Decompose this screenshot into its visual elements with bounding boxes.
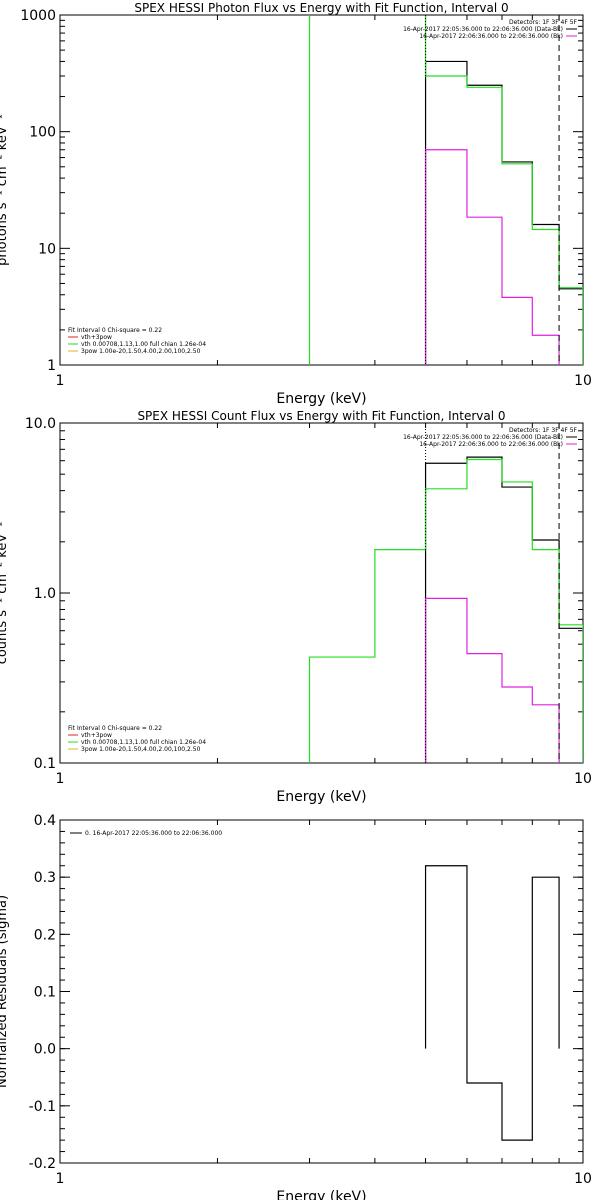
data-layer: [308, 423, 583, 763]
legend-entry: 16-Apr-2017 22:06:36.000 to 22:06:36.000…: [419, 33, 563, 40]
x-tick-label: 1: [56, 1171, 65, 1187]
x-tick-label: 1: [56, 373, 65, 389]
series-2-step-line: [424, 597, 560, 763]
fit-legend-entry: 3pow 1.00e-20,1.50,4.00,2.00,100,2.50: [81, 746, 201, 753]
fit-legend-header: Fit Interval 0 Chi-square = 0.22: [68, 725, 162, 732]
plot-frame: [59, 422, 584, 764]
y-axis-label: counts s⁻¹ cm⁻² keV⁻¹: [0, 522, 10, 665]
x-axis-label: Energy (keV): [276, 789, 366, 805]
series-2-step-line: [424, 149, 560, 365]
y-tick-label: -0.2: [29, 1156, 56, 1172]
x-tick-label: 10: [574, 373, 592, 389]
fit-legend-header: Fit Interval 0 Chi-square = 0.22: [68, 327, 162, 334]
fit-legend-entry: vth+3pow: [81, 334, 112, 341]
y-tick-label: 0.4: [34, 813, 56, 829]
series-1-step-line: [424, 60, 583, 365]
data-layer: [308, 15, 583, 365]
legend-entry: 0. 16-Apr-2017 22:05:36.000 to 22:06:36.…: [85, 830, 222, 837]
fit-legend-entry: vth 0.00708,1.13,1.00 full chian 1.26e-0…: [81, 739, 206, 746]
series-3-step-line: [308, 15, 583, 365]
y-tick-label: 10.0: [25, 416, 56, 432]
series-3-step-line: [308, 458, 583, 763]
chart-panel-2: 0.1 1.0 10.0 1 10 SPEX HESSI Count Flux vs En…: [0, 409, 592, 805]
x-tick-label: 10: [574, 771, 592, 787]
x-tick-label: 10: [574, 1171, 592, 1187]
series-1-step-line: [424, 865, 560, 1141]
x-tick-label: 1: [56, 771, 65, 787]
x-axis-label: Energy (keV): [276, 1189, 366, 1200]
y-tick-label: 0.3: [34, 870, 56, 886]
legend-entry: 16-Apr-2017 22:05:36.000 to 22:06:36.000…: [403, 26, 563, 33]
y-tick-label: 100: [29, 125, 56, 141]
y-axis-label: Normalized Residuals (sigma): [0, 895, 10, 1088]
legend-header: Detectors: 1F 3F 4F 5F: [509, 19, 578, 26]
data-layer: [424, 865, 560, 1141]
y-tick-label: 1000: [20, 8, 56, 24]
y-tick-label: 1: [47, 358, 56, 374]
x-axis-label: Energy (keV): [276, 391, 366, 407]
y-axis-label: photons s⁻¹ cm⁻² keV⁻¹: [0, 114, 10, 266]
chart-panel-1: 1 10 100 1000 1 10 SPEX HESSI Photon Flux vs E…: [0, 1, 592, 407]
series-1-step-line: [424, 456, 583, 763]
y-tick-label: -0.1: [29, 1099, 56, 1115]
legend-entry: 16-Apr-2017 22:05:36.000 to 22:06:36.000…: [403, 434, 563, 441]
y-tick-label: 0.1: [34, 985, 56, 1001]
fit-legend-entry: vth+3pow: [81, 732, 112, 739]
plot-frame: [59, 819, 584, 1164]
plot-frame: [59, 14, 584, 366]
legend-entry: 16-Apr-2017 22:06:36.000 to 22:06:36.000…: [419, 441, 563, 448]
y-tick-label: 0.2: [34, 927, 56, 943]
y-tick-label: 1.0: [34, 586, 56, 602]
chart-title: SPEX HESSI Count Flux vs Energy with Fit…: [137, 409, 505, 423]
y-tick-label: 10: [38, 241, 56, 257]
fit-legend-entry: vth 0.00708,1.13,1.00 full chian 1.26e-0…: [81, 341, 206, 348]
y-tick-label: 0.0: [34, 1042, 56, 1058]
fit-legend-entry: 3pow 1.00e-20,1.50,4.00,2.00,100,2.50: [81, 348, 201, 355]
legend-header: Detectors: 1F 3F 4F 5F: [509, 427, 578, 434]
y-tick-label: 0.1: [34, 756, 56, 772]
chart-title: SPEX HESSI Photon Flux vs Energy with Fi…: [134, 1, 508, 15]
chart-panel-3: -0.2 -0.1 0.0 0.1 0.2 0.3 0.4 1 10 Energy (keV) No…: [0, 813, 592, 1200]
